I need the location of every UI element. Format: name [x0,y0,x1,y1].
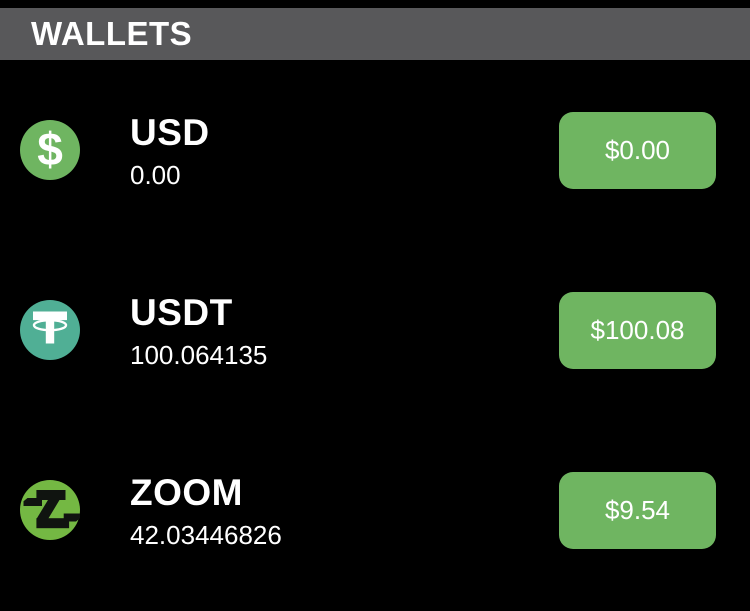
wallet-row-usdt[interactable]: USDT 100.064135 $100.08 [0,270,750,390]
wallet-symbol: USDT [130,291,233,333]
wallet-symbol: ZOOM [130,471,243,513]
tether-coin-icon [20,300,80,360]
wallet-balance: 0.00 [130,159,181,190]
svg-text:$: $ [37,123,63,175]
usdt-value-button[interactable]: $100.08 [559,291,716,369]
wallet-info-zoom: ZOOM 42.03446826 [130,471,282,550]
status-bar-strip [0,0,750,8]
wallet-balance: 42.03446826 [130,519,282,550]
wallet-row-zoom[interactable]: ZOOM 42.03446826 $9.54 [0,450,750,570]
dollar-coin-icon: $ [20,120,80,180]
wallet-symbol: USD [130,111,210,153]
usd-value-button[interactable]: $0.00 [559,111,716,189]
wallet-info-usd: USD 0.00 [130,111,210,190]
wallet-info-usdt: USDT 100.064135 [130,291,267,370]
zoom-value-button[interactable]: $9.54 [559,471,716,549]
header: WALLETS [0,8,750,60]
coinzoom-coin-icon [20,480,80,540]
page-title: WALLETS [31,15,193,52]
wallet-balance: 100.064135 [130,339,268,370]
wallet-row-usd[interactable]: $ USD 0.00 $0.00 [0,90,750,210]
